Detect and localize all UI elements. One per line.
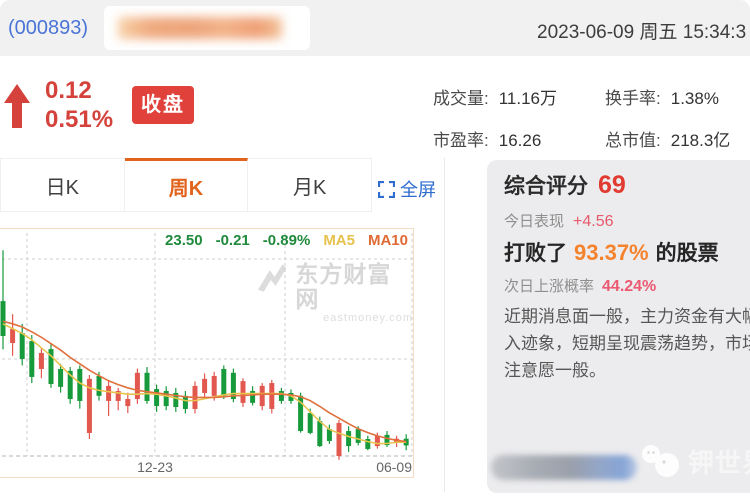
svg-text:06-09: 06-09: [376, 459, 412, 475]
beat-prefix: 打败了: [504, 242, 567, 265]
legend-change: -0.21: [215, 232, 250, 249]
stat-turnover-label: 换手率:: [605, 89, 661, 108]
price-change: 0.12: [45, 77, 92, 104]
stat-volume-value: 11.16万: [498, 89, 558, 108]
stat-marketcap-label: 总市值:: [605, 131, 661, 150]
tab-daily-k[interactable]: 日K: [0, 158, 125, 212]
stock-code: (000893): [8, 17, 89, 39]
score-value: 69: [598, 171, 626, 199]
svg-text:12-23: 12-23: [137, 459, 173, 475]
stat-turnover-value: 1.38%: [670, 89, 719, 108]
stat-marketcap-value: 218.3亿: [670, 131, 731, 150]
fullscreen-expand-icon: [378, 180, 395, 198]
kline-chart[interactable]: 12-23 06-09: [0, 229, 413, 477]
redacted-link-pill: [491, 455, 637, 480]
header-bar: (000893) 2023-06-09 周五 15:34:3: [0, 0, 750, 56]
stat-pe: 市盈率: 16.26: [433, 126, 541, 151]
stat-pe-label: 市盈率:: [433, 131, 489, 150]
brand-two-circles-icon: [642, 445, 679, 477]
brand-watermark: 钾世界: [640, 442, 750, 480]
quote-datetime: 2023-06-09 周五 15:34:3: [537, 22, 747, 43]
stat-volume-label: 成交量:: [433, 89, 489, 108]
beat-stocks-row: 打败了 93.37% 的股票: [504, 237, 719, 267]
tab-weekly-k[interactable]: 周K: [124, 158, 249, 212]
stock-name-redacted: [104, 6, 310, 50]
kline-tabbar: 日K 周K 月K: [0, 158, 373, 212]
probability-label: 次日上涨概率: [504, 278, 595, 295]
fullscreen-button[interactable]: 全屏: [378, 176, 436, 202]
legend-ma5: MA5: [323, 232, 355, 249]
today-performance-row: 今日表现 +4.56: [504, 210, 614, 231]
legend-price: 23.50: [165, 232, 203, 249]
today-value: +4.56: [573, 213, 614, 230]
market-status-badge: 收盘: [132, 86, 194, 124]
composite-score-row: 综合评分 69: [504, 170, 626, 200]
stat-pe-value: 16.26: [498, 131, 542, 150]
beat-percent: 93.37%: [574, 240, 649, 265]
up-arrow-icon-stem: [12, 101, 22, 128]
up-arrow-icon: [4, 84, 30, 103]
score-panel: 综合评分 69 今日表现 +4.56 打败了 93.37% 的股票 次日上涨概率…: [487, 160, 750, 493]
tab-monthly-k[interactable]: 月K: [248, 158, 373, 212]
beat-suffix: 的股票: [655, 242, 719, 265]
kline-chart-box: 12-23 06-09 23.50 -0.21 -0.89% MA5 MA10 东…: [0, 228, 414, 478]
stat-volume: 成交量: 11.16万: [433, 84, 557, 109]
stat-turnover: 换手率: 1.38%: [605, 84, 719, 109]
legend-change-pct: -0.89%: [262, 232, 311, 249]
legend-ma10: MA10: [367, 232, 408, 249]
column-divider: [444, 158, 445, 492]
stat-marketcap: 总市值: 218.3亿: [605, 126, 730, 151]
probability-value: 44.24%: [602, 278, 657, 295]
rise-probability-row: 次日上涨概率 44.24%: [504, 275, 656, 296]
fullscreen-label: 全屏: [400, 180, 436, 200]
brand-text: 钾世界: [688, 447, 750, 478]
redaction-blur: [118, 17, 282, 39]
today-label: 今日表现: [504, 213, 565, 230]
analysis-summary: 近期消息面一般，主力资金有大幅介入迹象，短期呈现震荡趋势，市场关注意愿一般。: [504, 307, 750, 380]
chart-legend: 23.50 -0.21 -0.89% MA5 MA10: [165, 232, 408, 249]
score-label: 综合评分: [504, 175, 588, 198]
price-change-percent: 0.51%: [45, 106, 114, 133]
